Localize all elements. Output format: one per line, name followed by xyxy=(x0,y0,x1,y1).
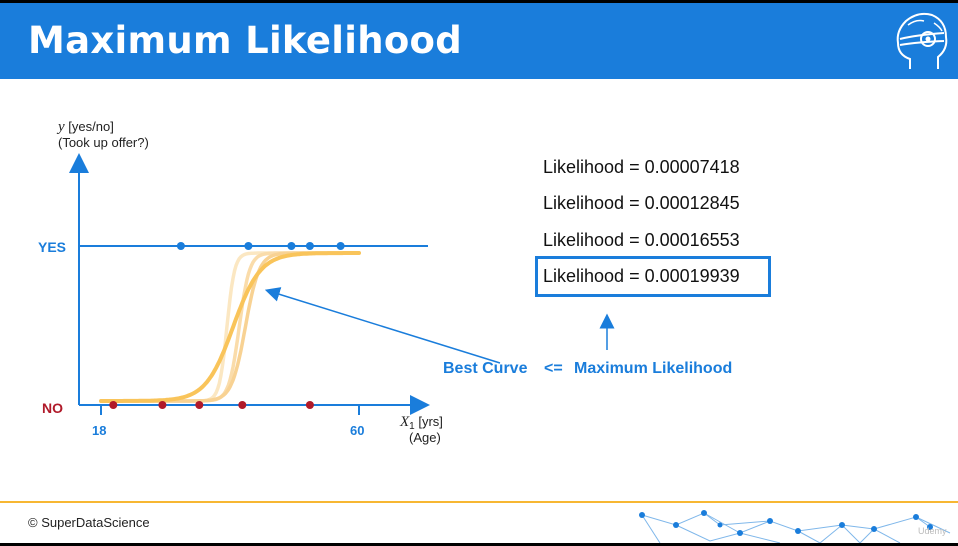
network-graphic xyxy=(639,510,951,543)
no-point-5 xyxy=(305,401,314,409)
footer-divider xyxy=(0,501,958,503)
y-axis-question: (Took up offer?) xyxy=(58,135,149,150)
likelihood-2: Likelihood = 0.00012845 xyxy=(543,193,740,213)
likelihood-3: Likelihood = 0.00016553 xyxy=(543,230,740,250)
no-point-3 xyxy=(195,401,204,409)
yes-label: YES xyxy=(38,239,66,255)
header-bar: Maximum Likelihood xyxy=(0,3,958,79)
implies-symbol: <= xyxy=(544,360,563,377)
y-axis-label: y [yes/no] xyxy=(56,119,114,135)
copyright-text: © SuperDataScience xyxy=(28,515,150,530)
no-point-1 xyxy=(109,401,118,409)
slide: Maximum Likelihood y [yes/no] (Took up o… xyxy=(0,3,958,543)
best-curve xyxy=(99,251,361,403)
yes-point-5 xyxy=(336,242,345,250)
yes-point-4 xyxy=(305,242,314,250)
no-point-2 xyxy=(158,401,167,409)
page-title: Maximum Likelihood xyxy=(28,19,463,62)
yes-point-2 xyxy=(244,242,253,250)
best-curve-label: Best Curve xyxy=(443,360,528,377)
x-axis-desc: (Age) xyxy=(409,430,441,445)
likelihood-4: Likelihood = 0.00019939 xyxy=(543,266,740,286)
yes-point-3 xyxy=(287,242,296,250)
curve-group xyxy=(99,251,361,403)
x-max-label: 60 xyxy=(350,423,364,438)
likelihood-1: Likelihood = 0.00007418 xyxy=(543,157,740,177)
point-group xyxy=(109,242,345,409)
x-min-label: 18 xyxy=(92,423,106,438)
no-point-4 xyxy=(238,401,247,409)
logistic-chart: y [yes/no] (Took up offer?) YES NO 18 60… xyxy=(38,119,615,445)
watermark: Udemy xyxy=(918,526,947,536)
max-likelihood-box xyxy=(535,256,771,297)
brain-head-logo-icon xyxy=(896,12,948,69)
max-likelihood-label: Maximum Likelihood xyxy=(574,360,733,377)
yes-point-1 xyxy=(176,242,185,250)
x-axis-label: X1 [yrs] xyxy=(399,414,443,432)
best-curve-arrow xyxy=(264,287,501,364)
candidate-curve-2 xyxy=(99,251,361,403)
no-label: NO xyxy=(42,400,63,416)
